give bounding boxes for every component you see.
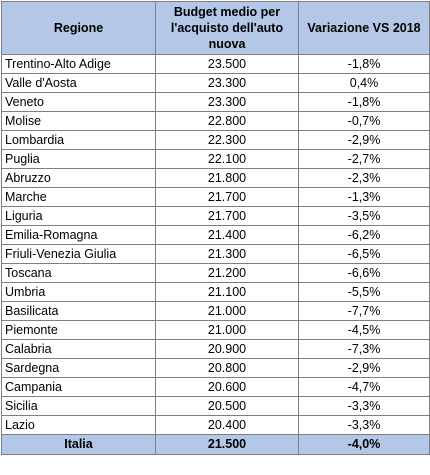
cell-variation: -6,5% [298,244,430,264]
cell-variation: -2,9% [298,130,430,150]
cell-variation: -2,7% [298,149,430,169]
cell-region: Campania [1,377,156,397]
cell-budget: 21.100 [155,282,299,302]
cell-region: Molise [1,111,156,131]
cell-variation: -1,8% [298,92,430,112]
table-row: Sardegna 20.800 -2,9% [1,358,430,378]
total-budget: 21.500 [155,434,299,455]
table-row: Trentino-Alto Adige 23.500 -1,8% [1,54,430,74]
cell-variation: -2,9% [298,358,430,378]
header-region: Regione [1,1,156,55]
table-row: Campania 20.600 -4,7% [1,377,430,397]
cell-budget: 21.300 [155,244,299,264]
table-row: Lombardia 22.300 -2,9% [1,130,430,150]
cell-budget: 20.800 [155,358,299,378]
cell-variation: -3,3% [298,396,430,416]
table-row: Puglia 22.100 -2,7% [1,149,430,169]
cell-variation: -3,3% [298,415,430,435]
cell-budget: 23.300 [155,92,299,112]
table-row: Toscana 21.200 -6,6% [1,263,430,283]
cell-budget: 20.400 [155,415,299,435]
table-row: Calabria 20.900 -7,3% [1,339,430,359]
cell-region: Sardegna [1,358,156,378]
cell-budget: 23.500 [155,54,299,74]
cell-region: Toscana [1,263,156,283]
cell-region: Umbria [1,282,156,302]
cell-variation: -7,3% [298,339,430,359]
cell-budget: 21.700 [155,187,299,207]
cell-budget: 23.300 [155,73,299,93]
cell-variation: -3,5% [298,206,430,226]
cell-budget: 22.100 [155,149,299,169]
cell-budget: 21.000 [155,301,299,321]
table-row: Piemonte 21.000 -4,5% [1,320,430,340]
table-row: Valle d'Aosta 23.300 0,4% [1,73,430,93]
table-row: Marche 21.700 -1,3% [1,187,430,207]
cell-budget: 20.900 [155,339,299,359]
cell-variation: -6,6% [298,263,430,283]
cell-region: Liguria [1,206,156,226]
cell-region: Lazio [1,415,156,435]
cell-variation: -4,5% [298,320,430,340]
cell-variation: -2,3% [298,168,430,188]
table-row: Sicilia 20.500 -3,3% [1,396,430,416]
cell-region: Basilicata [1,301,156,321]
table-row: Emilia-Romagna 21.400 -6,2% [1,225,430,245]
cell-region: Veneto [1,92,156,112]
cell-budget: 21.700 [155,206,299,226]
cell-budget: 21.400 [155,225,299,245]
cell-variation: -6,2% [298,225,430,245]
cell-budget: 21.000 [155,320,299,340]
cell-region: Marche [1,187,156,207]
cell-variation: 0,4% [298,73,430,93]
table-row: Basilicata 21.000 -7,7% [1,301,430,321]
total-region: Italia [1,434,156,455]
cell-variation: -4,7% [298,377,430,397]
table-row: Lazio 20.400 -3,3% [1,415,430,435]
cell-region: Puglia [1,149,156,169]
cell-budget: 20.500 [155,396,299,416]
cell-region: Sicilia [1,396,156,416]
cell-budget: 20.600 [155,377,299,397]
cell-region: Piemonte [1,320,156,340]
cell-variation: -7,7% [298,301,430,321]
table-header: Regione Budget medio per l'acquisto dell… [1,1,430,55]
cell-region: Friuli-Venezia Giulia [1,244,156,264]
cell-budget: 21.800 [155,168,299,188]
table-row: Molise 22.800 -0,7% [1,111,430,131]
cell-budget: 22.300 [155,130,299,150]
cell-budget: 22.800 [155,111,299,131]
table-row: Friuli-Venezia Giulia 21.300 -6,5% [1,244,430,264]
table-row: Umbria 21.100 -5,5% [1,282,430,302]
total-row: Italia 21.500 -4,0% [1,434,430,455]
cell-region: Calabria [1,339,156,359]
cell-budget: 21.200 [155,263,299,283]
header-row: Regione Budget medio per l'acquisto dell… [1,1,430,55]
table-row: Veneto 23.300 -1,8% [1,92,430,112]
table-footer: Italia 21.500 -4,0% [1,434,430,455]
header-budget: Budget medio per l'acquisto dell'auto nu… [155,1,299,55]
cell-variation: -1,8% [298,54,430,74]
total-variation: -4,0% [298,434,430,455]
cell-variation: -0,7% [298,111,430,131]
cell-variation: -1,3% [298,187,430,207]
header-variation: Variazione VS 2018 [298,1,430,55]
cell-region: Emilia-Romagna [1,225,156,245]
cell-region: Valle d'Aosta [1,73,156,93]
cell-region: Abruzzo [1,168,156,188]
table-body: Trentino-Alto Adige 23.500 -1,8% Valle d… [1,54,430,435]
table-row: Abruzzo 21.800 -2,3% [1,168,430,188]
regional-budget-table: Regione Budget medio per l'acquisto dell… [1,1,430,455]
table-row: Liguria 21.700 -3,5% [1,206,430,226]
cell-region: Lombardia [1,130,156,150]
cell-region: Trentino-Alto Adige [1,54,156,74]
cell-variation: -5,5% [298,282,430,302]
